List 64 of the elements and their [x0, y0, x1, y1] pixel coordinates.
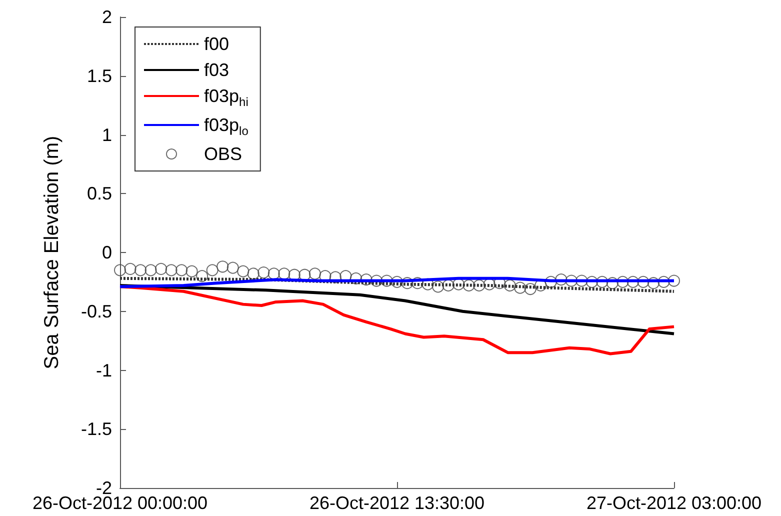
point — [483, 278, 496, 290]
point — [350, 272, 362, 284]
y-tick-label: 1.5 — [86, 66, 112, 86]
legend-label: f00 — [204, 34, 230, 54]
y-tick-label: -1 — [96, 360, 112, 380]
line-series — [118, 284, 676, 336]
y-tick-label: -1.5 — [80, 419, 112, 440]
point — [391, 276, 403, 288]
point — [134, 264, 147, 276]
x-tick-label: 27-Oct-2012 03:00:00 — [586, 493, 762, 513]
point — [626, 276, 639, 288]
point — [606, 277, 618, 290]
point — [647, 277, 660, 290]
point — [412, 277, 424, 290]
point — [124, 262, 136, 275]
point — [278, 268, 290, 280]
y-tick-label: 0.5 — [86, 184, 112, 204]
point — [401, 277, 414, 290]
point — [196, 270, 208, 282]
point — [144, 264, 157, 276]
point — [514, 282, 526, 294]
point — [524, 283, 536, 295]
point — [462, 279, 475, 292]
point — [226, 262, 239, 274]
point — [380, 274, 393, 287]
point — [544, 276, 557, 288]
point — [176, 264, 188, 276]
point — [442, 279, 454, 292]
point — [576, 274, 588, 287]
point — [370, 274, 382, 287]
line-series — [118, 276, 676, 288]
y-tick-label: 1 — [102, 124, 112, 145]
point — [114, 264, 126, 276]
point — [206, 264, 218, 276]
y-tick-label: 2 — [102, 7, 112, 27]
x-tick-label: 26-Oct-2012 00:00:00 — [32, 493, 208, 513]
point — [360, 274, 372, 286]
y-axis-title: Sea Surface Elevation (m) — [41, 136, 63, 370]
point — [668, 274, 680, 287]
point — [247, 268, 260, 280]
point — [216, 260, 229, 273]
point — [329, 271, 342, 284]
x-tick-label: 26-Oct-2012 13:30:00 — [309, 493, 485, 513]
point — [637, 276, 650, 288]
point — [258, 266, 270, 279]
line-series — [118, 276, 676, 293]
legend-label: OBS — [204, 144, 242, 164]
point — [555, 274, 568, 286]
legend-label: f03 — [204, 60, 230, 80]
point — [308, 268, 321, 280]
point — [186, 265, 198, 278]
point — [504, 279, 516, 292]
point — [432, 280, 444, 293]
point — [586, 276, 598, 288]
point — [268, 268, 280, 280]
point — [237, 265, 250, 278]
y-tick-label: 0 — [102, 242, 112, 262]
point — [616, 276, 629, 288]
point — [473, 279, 486, 292]
y-tick-label: -0.5 — [80, 301, 112, 322]
point — [596, 276, 608, 288]
point — [165, 264, 178, 276]
point — [422, 278, 434, 290]
point — [155, 262, 168, 275]
